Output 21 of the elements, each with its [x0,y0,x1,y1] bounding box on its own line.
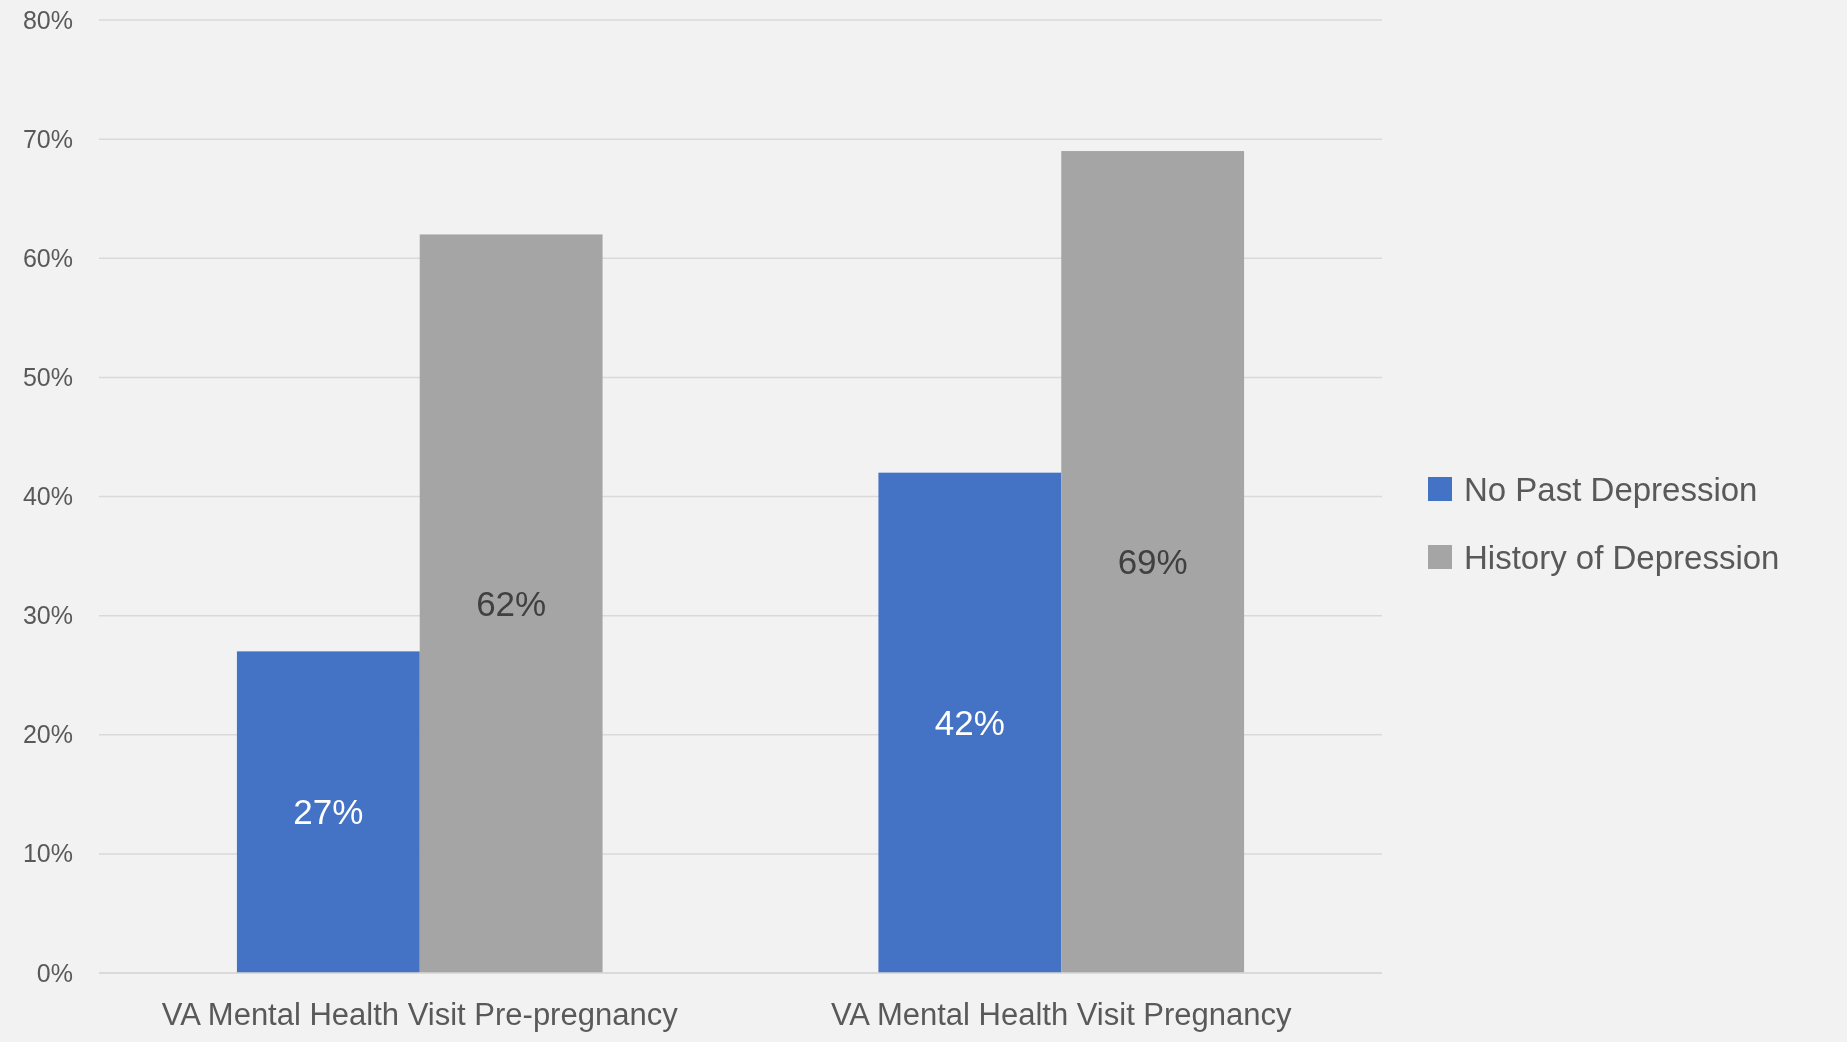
legend-label: History of Depression [1464,538,1780,576]
y-tick-label: 50% [22,362,73,391]
data-label: 42% [934,703,1005,743]
y-tick-label: 80% [22,5,73,34]
bar [419,234,603,973]
y-tick-label: 30% [22,601,73,630]
bar [878,472,1062,973]
data-label: 27% [293,792,364,832]
y-tick-label: 0% [36,958,73,987]
y-tick-label: 20% [22,720,73,749]
bar [1061,151,1245,973]
legend-label: No Past Depression [1464,470,1758,508]
bar [236,651,420,973]
y-tick-label: 40% [22,482,73,510]
data-label: 62% [476,583,547,623]
y-tick-label: 70% [22,124,73,153]
data-label: 69% [1117,542,1188,582]
y-tick-label: 10% [22,839,73,868]
y-tick-label: 60% [22,243,73,272]
x-tick-label: VA Mental Health Visit Pregnancy [830,997,1293,1033]
x-tick-label: VA Mental Health Visit Pre-pregnancy [161,997,679,1033]
